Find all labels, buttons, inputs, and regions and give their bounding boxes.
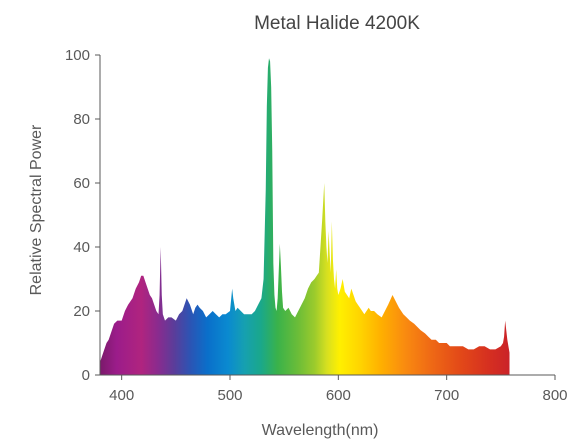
plot-area xyxy=(100,58,510,375)
x-tick-label: 400 xyxy=(109,387,134,404)
x-tick-label: 500 xyxy=(217,387,242,404)
ticks: 0 20 40 60 80 100 400 500 600 700 800 xyxy=(65,47,568,404)
x-axis-title: Wavelength(nm) xyxy=(262,422,379,439)
y-axis-title: Relative Spectral Power xyxy=(28,124,45,295)
x-tick-label: 800 xyxy=(542,387,567,404)
spectrum-area xyxy=(100,58,510,375)
chart-title: Metal Halide 4200K xyxy=(254,13,420,34)
y-tick-label: 20 xyxy=(73,303,90,320)
x-tick-label: 600 xyxy=(326,387,351,404)
y-tick-label: 40 xyxy=(73,239,90,256)
y-tick-label: 100 xyxy=(65,47,90,64)
x-tick-label: 700 xyxy=(434,387,459,404)
y-tick-label: 80 xyxy=(73,111,90,128)
y-tick-label: 60 xyxy=(73,175,90,192)
axes xyxy=(99,55,555,376)
y-tick-label: 0 xyxy=(82,367,90,384)
